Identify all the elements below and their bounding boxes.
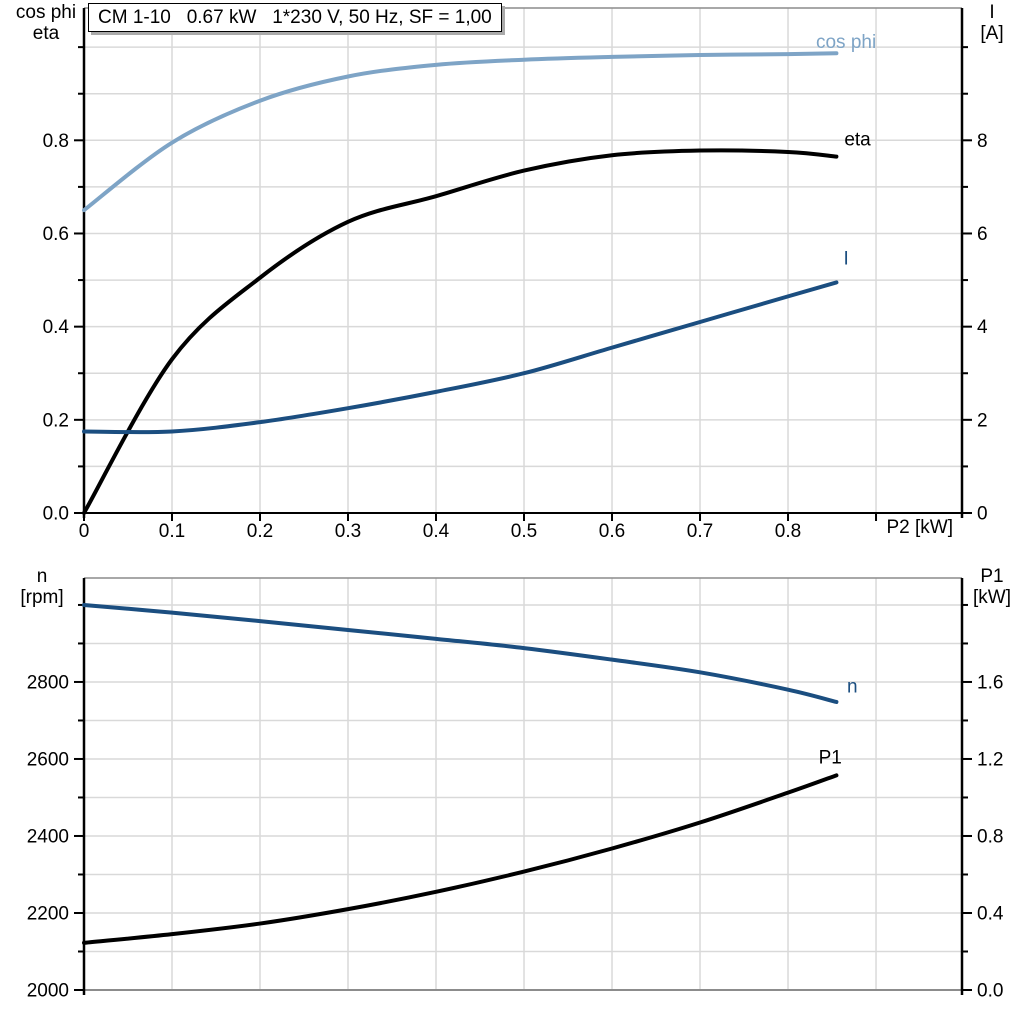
axis-title-line: [kW]: [973, 587, 1011, 608]
left-tick-label: 0.2: [43, 410, 69, 431]
x-tick-label: 0.1: [159, 521, 185, 542]
axis-title-line: I: [989, 2, 995, 23]
right-tick-label: 0: [977, 504, 988, 525]
series-label-n: n: [847, 676, 858, 697]
right-tick-label: 1.2: [977, 749, 1003, 770]
left-tick-label: 2600: [27, 749, 69, 770]
series-label-i: I: [843, 249, 848, 270]
x-tick-label: 0: [79, 521, 90, 542]
axis-title-line: P1: [980, 566, 1004, 587]
right-tick-label: 6: [977, 224, 988, 245]
right-tick-label: 4: [977, 317, 988, 338]
right-tick-label: 2: [977, 410, 988, 431]
left-tick-label: 0.8: [43, 131, 69, 152]
series-curve-p1: [82, 773, 839, 945]
x-tick-label: 0.7: [687, 521, 713, 542]
series-label-cos-phi: cos phi: [816, 32, 876, 53]
x-tick-label: 0.4: [423, 521, 450, 542]
chart-title-box: CM 1-10 0.67 kW 1*230 V, 50 Hz, SF = 1,0…: [88, 3, 502, 32]
series-label-p1: P1: [819, 748, 842, 769]
bottom-chart-right-axis-title: P1 [kW]: [962, 566, 1022, 608]
right-tick-label: 8: [977, 131, 988, 152]
left-tick-label: 2800: [27, 672, 69, 693]
top-chart-left-axis-title: cos phi eta: [6, 2, 86, 44]
right-tick-label: 1.6: [977, 672, 1003, 693]
series-label-eta: eta: [844, 129, 871, 150]
x-tick-label: 0.6: [599, 521, 625, 542]
x-tick-label: 0.2: [247, 521, 273, 542]
right-tick-label: 0.0: [977, 981, 1003, 1002]
series-curve-n: [82, 602, 839, 704]
left-tick-label: 0.0: [43, 504, 69, 525]
left-tick-label: 0.6: [43, 224, 69, 245]
axis-title-line: eta: [32, 23, 60, 44]
series-curve-i: [82, 280, 839, 435]
bottom-chart-left-axis-title: n [rpm]: [2, 566, 82, 608]
right-tick-label: 0.8: [977, 826, 1003, 847]
x-tick-label: 0.5: [511, 521, 537, 542]
x-tick-label: 0.8: [775, 521, 801, 542]
left-tick-label: 2200: [27, 903, 69, 924]
axis-title-line: cos phi: [15, 2, 77, 23]
x-tick-label: 0.3: [335, 521, 361, 542]
axis-title-line: n: [36, 566, 48, 587]
x-axis-label: P2 [kW]: [886, 517, 953, 538]
axis-title-line: [rpm]: [20, 587, 64, 608]
series-curve-eta: [82, 148, 839, 515]
right-tick-label: 0.4: [977, 903, 1004, 924]
left-tick-label: 0.4: [43, 317, 70, 338]
top-chart-right-axis-title: I [A]: [966, 2, 1018, 44]
chart-title: CM 1-10 0.67 kW 1*230 V, 50 Hz, SF = 1,0…: [98, 6, 492, 28]
left-tick-label: 2400: [27, 826, 69, 847]
series-curve-cos-phi: [82, 51, 839, 213]
axis-title-line: [A]: [980, 23, 1004, 44]
left-tick-label: 2000: [27, 981, 69, 1002]
